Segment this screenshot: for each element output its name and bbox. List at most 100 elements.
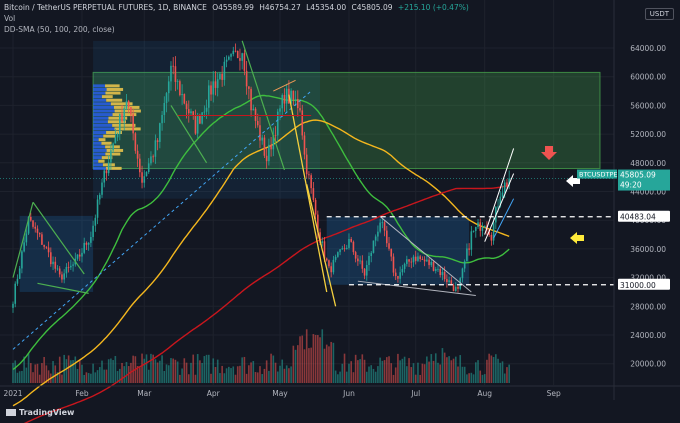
volume-legend[interactable]: Vol — [4, 14, 16, 23]
volume-bar — [63, 354, 65, 383]
volume-profile-bar-blue — [93, 152, 106, 156]
volume-bar — [236, 366, 239, 383]
candle-body — [323, 241, 326, 259]
volume-profile-bar-blue — [93, 91, 106, 95]
volume-bar — [392, 374, 395, 383]
volume-bar — [319, 337, 321, 383]
candle-body — [232, 50, 235, 55]
candlesticks — [12, 43, 510, 313]
candle-body — [421, 259, 424, 260]
volume-bar — [179, 374, 181, 383]
candle-body — [150, 156, 152, 164]
volume-bar — [390, 363, 393, 383]
candle-body — [483, 225, 486, 228]
candle-body — [423, 259, 426, 262]
volume-profile-bar-yellow — [108, 116, 128, 120]
volume-profile-bar-blue — [93, 98, 107, 102]
volume-profile-bar-yellow — [112, 123, 136, 127]
candle-body — [239, 58, 241, 61]
candle-body — [457, 286, 459, 289]
volume-bar — [65, 359, 68, 383]
volume-bar — [156, 362, 159, 383]
volume-bar — [38, 374, 41, 383]
last-price-tag-bg — [618, 169, 670, 191]
tradingview-logo[interactable]: TradingView — [6, 408, 74, 417]
candle-body — [170, 65, 172, 82]
candle-body — [406, 259, 408, 264]
volume-bar — [61, 374, 63, 383]
candle-body — [212, 81, 215, 95]
volume-bar — [252, 361, 255, 383]
candle-body — [506, 182, 508, 186]
sma-indicator-legend[interactable]: DD-SMA (50, 100, 200, close) — [4, 25, 115, 34]
candle-body — [228, 56, 230, 60]
volume-bar — [141, 353, 143, 383]
candle-body — [399, 272, 401, 279]
volume-bar — [419, 374, 421, 383]
candle-body — [101, 182, 103, 195]
candle-body — [417, 256, 419, 261]
volume-bar — [41, 363, 43, 383]
candle-body — [501, 192, 504, 197]
candle-body — [263, 137, 266, 156]
price-axis-label: 24000.00 — [630, 331, 666, 340]
volume-bar — [256, 372, 259, 383]
volume-bar — [139, 367, 141, 383]
channel-line-upper — [484, 148, 515, 235]
price-axis-label: 44000.00 — [630, 188, 666, 197]
candle-body — [403, 263, 406, 269]
volume-profile-bar-blue — [93, 131, 107, 135]
volume-bar — [276, 371, 279, 383]
candle-body — [143, 176, 146, 183]
currency-button[interactable]: USDT — [644, 8, 674, 20]
volume-bar — [223, 373, 226, 383]
candle-body — [185, 103, 188, 110]
volume-bar — [150, 353, 152, 383]
candle-body — [268, 144, 270, 162]
candle-body — [472, 230, 475, 232]
volume-profile-bar-blue — [93, 113, 113, 117]
volume-bar — [181, 368, 183, 383]
candle-body — [414, 256, 417, 261]
volume-profile-bar-blue — [93, 138, 99, 142]
candle-body — [408, 259, 410, 262]
price-axis-label: 60000.00 — [630, 73, 666, 82]
candle-body — [477, 222, 479, 227]
candle-body — [261, 137, 263, 141]
volume-bar — [165, 364, 168, 383]
volume-profile-bar-yellow — [98, 138, 106, 142]
volume-bar — [30, 363, 32, 383]
volume-bar — [78, 360, 81, 383]
volume-profile-bar-yellow — [114, 109, 141, 113]
volume-bar — [172, 358, 174, 383]
ohlc-change: +215.10 (+0.47%) — [397, 3, 469, 12]
volume-bar — [354, 354, 357, 383]
candle-body — [434, 269, 437, 271]
candle-body — [47, 247, 50, 253]
volume-profile-bar-blue — [93, 123, 113, 127]
volume-bar — [67, 355, 70, 383]
volume-bar — [103, 369, 106, 383]
volume-profile-bar-blue — [93, 166, 106, 170]
volume-bars — [12, 329, 510, 383]
volume-bar — [72, 359, 74, 383]
ohlc-high: H46754.27 — [259, 3, 301, 12]
candle-body — [508, 178, 510, 186]
candle-body — [223, 61, 226, 80]
volume-profile-bar-blue — [93, 127, 115, 131]
volume-bar — [74, 356, 77, 383]
ohlc-low: L45354.00 — [306, 3, 347, 12]
channel-line-lower — [484, 173, 515, 242]
symbol-title[interactable]: Bitcoin / TetherUS PERPETUAL FUTURES, 1D… — [4, 3, 207, 12]
candle-body — [163, 102, 166, 115]
volume-bar — [417, 362, 419, 383]
volume-bar — [170, 358, 172, 383]
volume-bar — [174, 359, 177, 383]
yellow-left-arrow — [570, 232, 584, 244]
candle-body — [18, 268, 21, 279]
level-tag-upper-text: 40483.04 — [620, 213, 656, 222]
volume-bar — [426, 356, 428, 383]
volume-bar — [461, 366, 464, 383]
volume-profile-bar-yellow — [105, 166, 122, 170]
